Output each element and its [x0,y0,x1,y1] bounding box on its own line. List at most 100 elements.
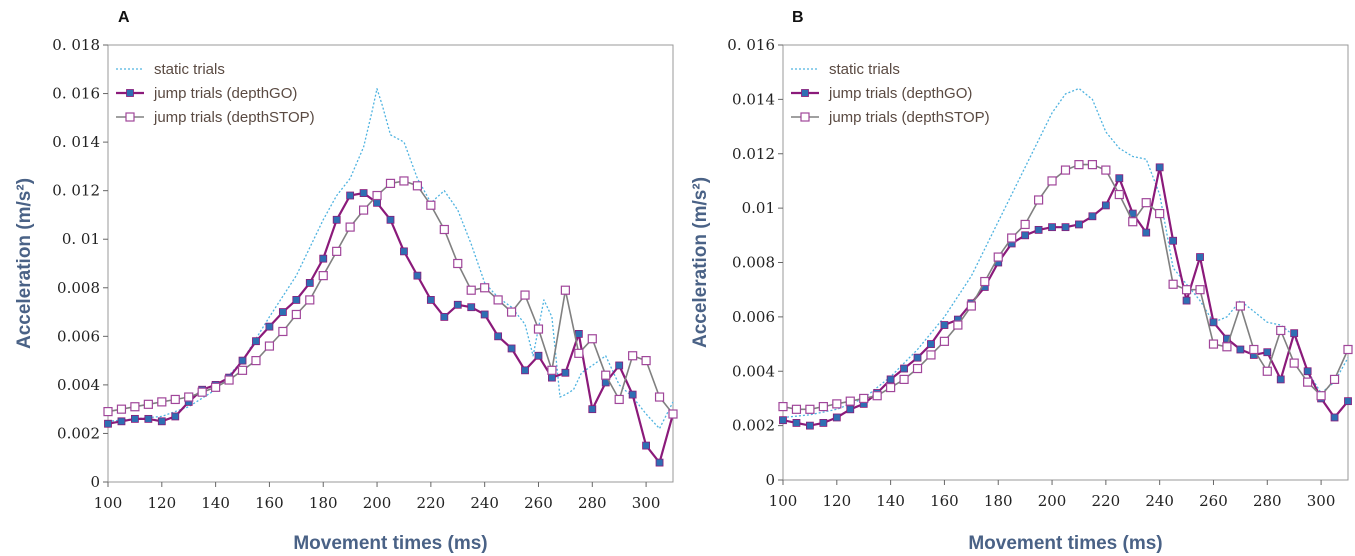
legend-marker-depthgo [801,89,809,97]
x-tick-label: 200 [1038,492,1067,510]
data-point-depthstop [170,394,180,405]
x-tick-label: 300 [1307,492,1336,510]
data-point-depthgo [1075,220,1083,229]
data-point-depthgo [1155,163,1164,172]
data-point-depthgo [534,351,543,360]
chart-panel-a: 0 0.002 0.004 0.006 0.008 0. 01 0. 012 0. 014 0.… [14,9,678,554]
data-point-depthgo [373,198,381,207]
data-point-depthstop [859,393,869,404]
data-point-depthgo [1182,296,1191,305]
data-point-depthgo [157,417,166,426]
data-point-depthstop [466,285,476,295]
series-line-filled-square [107,192,675,464]
data-point-depthstop [1316,391,1326,401]
data-point-depthstop [1060,165,1071,175]
data-point-depthstop [1141,198,1151,208]
data-point-depthstop [1329,374,1340,385]
x-tick-label: 100 [94,494,123,512]
data-point-depthstop [778,401,788,412]
data-point-depthstop [628,351,638,361]
data-point-depthgo [507,344,516,353]
data-point-depthgo [561,368,570,377]
x-tick-label: 120 [147,494,176,512]
data-point-depthgo [467,303,476,312]
legend-label: static trials [829,61,900,78]
data-point-depthstop [560,285,570,295]
data-point-depthgo [440,313,449,321]
data-point-depthstop [305,295,315,305]
legend-label: jump trials (depthGO) [153,85,297,102]
data-point-depthgo [1034,225,1043,234]
y-tick-label: 0.008 [732,254,775,272]
data-point-depthstop [385,178,396,188]
data-point-depthstop [791,404,802,414]
data-point-depthstop [1343,344,1353,355]
data-point-depthstop [872,391,882,401]
data-point-depthgo [588,405,597,414]
data-point-depthgo [386,215,395,224]
data-point-depthstop [1047,176,1057,186]
data-point-depthgo [131,414,139,423]
data-point-depthgo [1303,367,1312,376]
data-point-depthstop [1020,219,1030,230]
data-point-depthstop [506,307,517,317]
data-point-depthgo [426,296,435,304]
data-point-depthstop [439,224,449,235]
data-point-depthstop [547,365,557,375]
x-tick-label: 300 [632,494,661,512]
data-point-depthgo [453,300,462,309]
x-tick-label: 180 [984,492,1013,510]
x-tick-label: 160 [255,494,284,512]
data-point-depthgo [574,330,583,338]
data-point-depthgo [819,419,828,427]
y-tick-label: 0. 01 [62,230,100,248]
data-point-depthstop [1289,358,1299,368]
data-point-depthgo [832,413,841,422]
data-point-depthstop [237,365,248,375]
data-point-depthstop [980,276,990,287]
data-point-depthstop [1249,344,1259,355]
chart-panel-b: 0 0.002 0.004 0.006 0.008 0.01 0.012 0.014 0. 01… [690,9,1353,554]
data-point-depthstop [926,350,936,360]
y-tick-label: 0.008 [57,279,100,297]
data-point-depthgo [927,340,935,348]
data-point-depthstop [453,258,463,269]
data-point-depthgo [1088,212,1097,221]
x-tick-label: 280 [1253,492,1282,510]
data-point-depthgo [1169,236,1178,245]
y-tick-label: 0.002 [57,424,100,442]
data-point-depthgo [319,254,328,263]
data-point-depthstop [818,401,828,412]
data-point-depthgo [615,361,624,370]
data-point-depthgo [278,308,287,316]
data-point-depthgo [1209,318,1218,327]
legend-label: jump trials (depthSTOP) [153,109,315,126]
data-point-depthgo [1330,413,1339,422]
data-point-depthstop [197,387,207,397]
data-point-depthstop [345,222,355,232]
data-point-depthstop [939,336,950,346]
data-point-depthstop [130,402,140,412]
x-axis-title: Movement times (ms) [293,533,487,554]
data-point-depthgo [413,271,422,280]
data-point-depthgo [400,247,408,256]
data-point-depthstop [143,399,153,409]
data-point-depthstop [1114,189,1124,200]
data-point-depthstop [1262,366,1272,376]
data-point-depthgo [494,332,503,341]
data-point-depthstop [278,326,288,337]
series-line-dotted [107,88,674,430]
x-tick-label: 220 [1092,492,1121,510]
data-point-depthgo [1236,345,1245,354]
data-point-depthstop [654,392,665,402]
data-point-depthgo [1276,375,1285,384]
data-point-depthgo [252,337,260,346]
y-tick-label: 0.01 [742,199,775,217]
y-tick-label: 0.002 [732,417,775,435]
data-point-depthgo [1196,253,1204,261]
legend-marker-depthstop [800,112,810,122]
series-line-dotted [782,87,1349,419]
data-point-depthgo [900,364,908,373]
data-point-depthstop [845,396,855,406]
data-point-depthstop [211,382,221,392]
